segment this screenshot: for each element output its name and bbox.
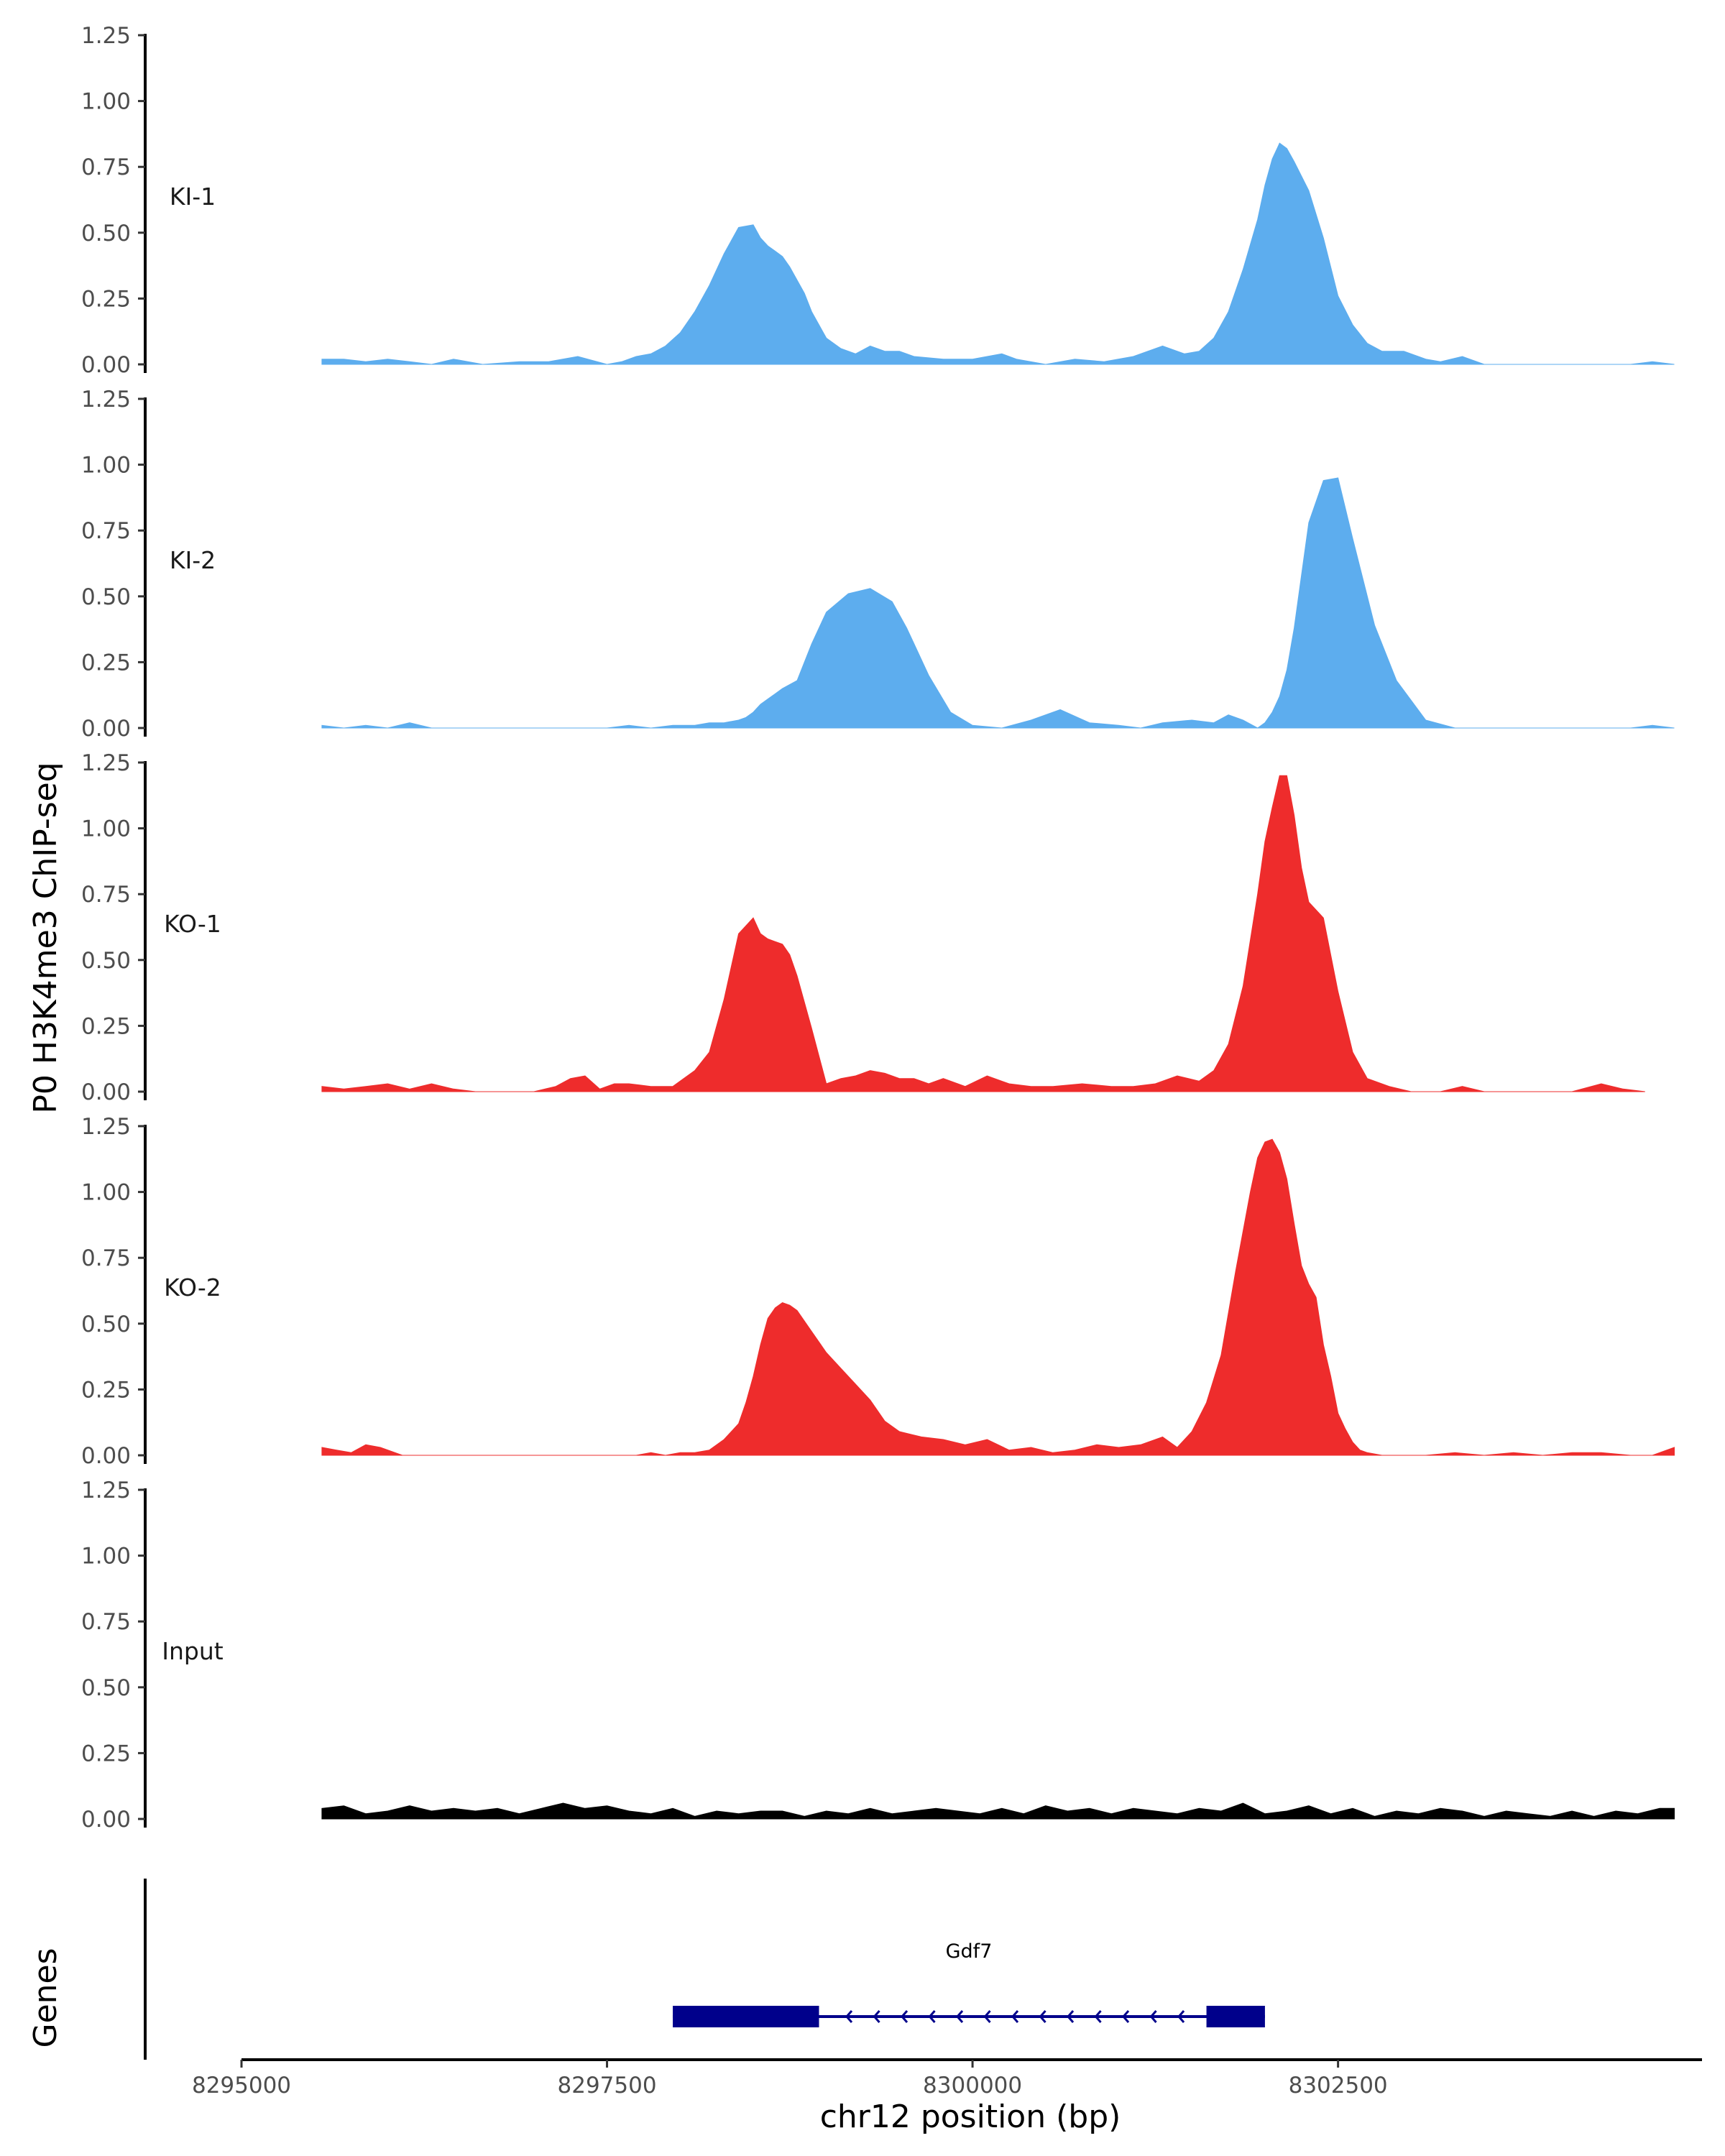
y-tick-label: 1.25 bbox=[81, 387, 131, 413]
y-tick-label: 0.00 bbox=[81, 1443, 131, 1469]
track-label: KO-2 bbox=[164, 1273, 221, 1302]
strand-arrow bbox=[1122, 2010, 1130, 2023]
strand-arrow bbox=[1011, 2010, 1019, 2023]
genes-layer: Gdf7 bbox=[144, 1879, 1265, 2060]
track-label: KI-2 bbox=[170, 546, 216, 574]
y-tick-label: 1.00 bbox=[81, 816, 131, 842]
y-tick-label: 0.75 bbox=[81, 1245, 131, 1271]
y-tick-label: 1.25 bbox=[81, 750, 131, 776]
track-input: 0.00 0.25 0.50 0.75 1.00 1.25 Input bbox=[81, 1478, 1675, 1833]
track-label: KO-1 bbox=[164, 910, 221, 938]
y-tick-label: 0.25 bbox=[81, 286, 131, 312]
strand-arrow bbox=[983, 2010, 991, 2023]
x-tick-label: 8300000 bbox=[923, 2073, 1022, 2099]
strand-arrow bbox=[1067, 2010, 1075, 2023]
x-axis: 8295000 8297500 8300000 8302500 bbox=[192, 2058, 1702, 2099]
signal-area bbox=[321, 1802, 1675, 1820]
signal-area bbox=[321, 1138, 1675, 1456]
y-tick-label: 1.00 bbox=[81, 89, 131, 115]
gene-exon bbox=[673, 2006, 819, 2027]
strand-arrow bbox=[873, 2010, 880, 2023]
y-axis-title: P0 H3K4me3 ChIP-seq bbox=[27, 762, 64, 1113]
y-tick-label: 0.50 bbox=[81, 221, 131, 247]
signal-area bbox=[321, 477, 1675, 729]
tracks-layer: 0.00 0.25 0.50 0.75 1.00 1.25 KI-1 0.00 0.25 0.50… bbox=[81, 23, 1675, 1833]
y-tick-label: 0.50 bbox=[81, 584, 131, 610]
y-tick-label: 1.00 bbox=[81, 1180, 131, 1206]
track-ko-2: 0.00 0.25 0.50 0.75 1.00 1.25 KO-2 bbox=[81, 1114, 1675, 1469]
genes-track-title: Genes bbox=[27, 1948, 64, 2047]
y-tick-label: 0.00 bbox=[81, 1079, 131, 1105]
x-axis-title: chr12 position (bp) bbox=[820, 2099, 1121, 2135]
y-tick-label: 0.75 bbox=[81, 882, 131, 908]
y-tick-label: 1.25 bbox=[81, 1114, 131, 1140]
track-label: KI-1 bbox=[170, 183, 216, 211]
track-label: Input bbox=[162, 1637, 224, 1665]
y-tick-label: 0.25 bbox=[81, 650, 131, 676]
y-tick-label: 0.25 bbox=[81, 1013, 131, 1039]
strand-arrow bbox=[901, 2010, 908, 2023]
y-tick-label: 0.00 bbox=[81, 716, 131, 742]
x-tick-label: 8295000 bbox=[192, 2073, 291, 2099]
y-tick-label: 1.25 bbox=[81, 1478, 131, 1503]
gene-label: Gdf7 bbox=[946, 1940, 993, 1963]
strand-arrow bbox=[1149, 2010, 1157, 2023]
y-tick-label: 0.00 bbox=[81, 1807, 131, 1833]
y-tick-label: 0.50 bbox=[81, 1675, 131, 1701]
strand-arrow bbox=[1177, 2010, 1185, 2023]
y-tick-label: 1.00 bbox=[81, 1544, 131, 1570]
y-tick-label: 0.25 bbox=[81, 1377, 131, 1403]
strand-arrow bbox=[845, 2010, 853, 2023]
strand-arrow bbox=[956, 2010, 964, 2023]
strand-arrow bbox=[928, 2010, 936, 2023]
y-tick-label: 0.75 bbox=[81, 155, 131, 180]
signal-area bbox=[321, 775, 1645, 1092]
track-ki-2: 0.00 0.25 0.50 0.75 1.00 1.25 KI-2 bbox=[81, 387, 1675, 742]
y-tick-label: 1.25 bbox=[81, 23, 131, 49]
signal-area bbox=[321, 142, 1675, 365]
track-ko-1: 0.00 0.25 0.50 0.75 1.00 1.25 KO-1 bbox=[81, 750, 1645, 1105]
x-tick-label: 8302500 bbox=[1289, 2073, 1388, 2099]
y-tick-label: 0.75 bbox=[81, 518, 131, 544]
track-ki-1: 0.00 0.25 0.50 0.75 1.00 1.25 KI-1 bbox=[81, 23, 1675, 378]
y-tick-label: 0.25 bbox=[81, 1741, 131, 1766]
strand-arrow bbox=[1094, 2010, 1102, 2023]
y-tick-label: 1.00 bbox=[81, 453, 131, 479]
gene-gdf7: Gdf7 bbox=[673, 1940, 1265, 2027]
y-tick-label: 0.50 bbox=[81, 948, 131, 974]
y-tick-label: 0.50 bbox=[81, 1312, 131, 1337]
x-tick-label: 8297500 bbox=[558, 2073, 657, 2099]
y-tick-label: 0.00 bbox=[81, 352, 131, 378]
gene-exon bbox=[1206, 2006, 1265, 2027]
y-tick-label: 0.75 bbox=[81, 1609, 131, 1635]
strand-arrow bbox=[1039, 2010, 1046, 2023]
